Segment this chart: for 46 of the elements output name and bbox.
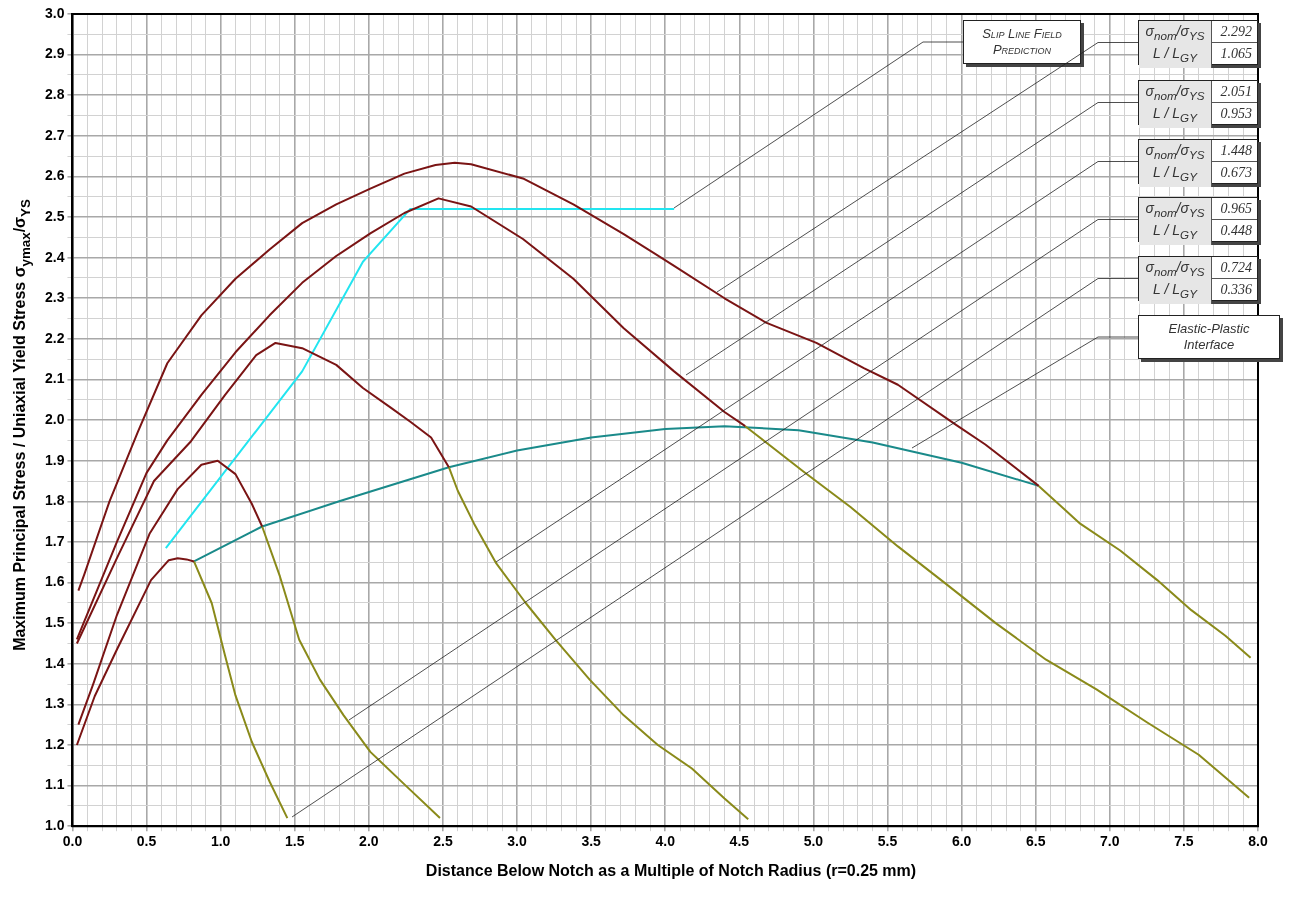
x-tick-label: 3.0 — [507, 833, 527, 850]
callout-box: σ$_{nom}$/σ$_{YS}$ 2.292 L / L$_{GY}$ 1.065 — [1138, 20, 1259, 65]
y-tick-label: 2.4 — [44, 248, 65, 265]
y-tick-label: 1.9 — [44, 451, 65, 468]
callout-box: Elastic-Plastic Interface — [1138, 315, 1280, 359]
y-tick-label: 1.6 — [44, 573, 65, 590]
x-tick-label: 0.5 — [136, 833, 157, 850]
x-tick-label: 6.5 — [1025, 833, 1046, 850]
callout-box: σ$_{nom}$/σ$_{YS}$ 0.724 L / L$_{GY}$ 0.336 — [1138, 256, 1259, 301]
y-tick-label: 2.9 — [44, 45, 65, 62]
x-tick-label: 4.0 — [655, 833, 676, 850]
callout-box: Slip Line Field Prediction — [963, 20, 1081, 64]
y-tick-label: 2.6 — [44, 167, 65, 184]
callout-box: σ$_{nom}$/σ$_{YS}$ 1.448 L / L$_{GY}$ 0.673 — [1138, 139, 1259, 184]
y-tick-label: 1.8 — [44, 492, 65, 509]
y-tick-label: 2.8 — [44, 86, 65, 103]
y-tick-label: 1.3 — [44, 695, 65, 712]
y-tick-label: 3.0 — [44, 4, 65, 21]
x-tick-label: 4.5 — [729, 833, 750, 850]
x-tick-label: 8.0 — [1248, 833, 1268, 850]
y-tick-label: 1.4 — [44, 654, 65, 671]
x-tick-label: 1.5 — [285, 833, 305, 850]
x-tick-label: 2.0 — [359, 833, 379, 850]
y-tick-label: 2.2 — [44, 329, 65, 346]
x-tick-label: 5.0 — [803, 833, 824, 850]
y-tick-label: 1.2 — [44, 735, 65, 752]
x-tick-label: 0.0 — [62, 833, 83, 850]
x-tick-label: 3.5 — [581, 833, 602, 850]
y-tick-label: 1.0 — [44, 817, 65, 834]
x-tick-label: 6.0 — [951, 833, 972, 850]
y-tick-label: 1.1 — [44, 776, 65, 793]
y-tick-label: 2.7 — [44, 126, 65, 143]
x-tick-label: 7.0 — [1100, 833, 1120, 850]
y-tick-label: 2.0 — [44, 410, 65, 427]
x-axis-title: Distance Below Notch as a Multiple of Notch Radius (r=0.25 mm) — [424, 862, 918, 880]
y-tick-label: 1.5 — [44, 614, 65, 631]
callout-box: σ$_{nom}$/σ$_{YS}$ 0.965 L / L$_{GY}$ 0.448 — [1138, 197, 1259, 242]
y-tick-label: 2.1 — [44, 370, 65, 387]
y-tick-label: 2.3 — [44, 289, 65, 306]
x-tick-label: 5.5 — [877, 833, 898, 850]
x-tick-label: 2.5 — [433, 833, 453, 850]
x-tick-label: 7.5 — [1174, 833, 1194, 850]
x-tick-label: 1.0 — [210, 833, 231, 850]
y-tick-label: 2.5 — [44, 207, 65, 224]
y-tick-label: 1.7 — [44, 532, 65, 549]
callout-box: σ$_{nom}$/σ$_{YS}$ 2.051 L / L$_{GY}$ 0.953 — [1138, 80, 1259, 125]
